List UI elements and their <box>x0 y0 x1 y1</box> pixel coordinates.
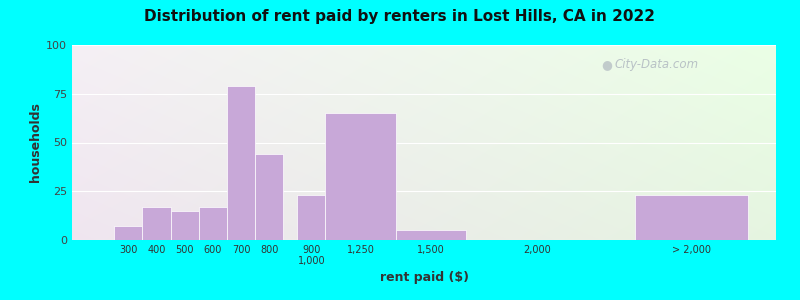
Bar <box>326 113 396 240</box>
Bar <box>396 230 466 240</box>
Bar <box>170 211 198 240</box>
Bar <box>198 207 227 240</box>
Text: ●: ● <box>602 58 613 71</box>
Text: Distribution of rent paid by renters in Lost Hills, CA in 2022: Distribution of rent paid by renters in … <box>145 9 655 24</box>
X-axis label: rent paid ($): rent paid ($) <box>379 271 469 284</box>
Bar <box>114 226 142 240</box>
Y-axis label: households: households <box>29 103 42 182</box>
Bar <box>255 154 283 240</box>
Bar <box>298 195 326 240</box>
Bar <box>142 207 170 240</box>
Bar <box>635 195 748 240</box>
Bar <box>227 86 255 240</box>
Text: City-Data.com: City-Data.com <box>614 58 698 71</box>
